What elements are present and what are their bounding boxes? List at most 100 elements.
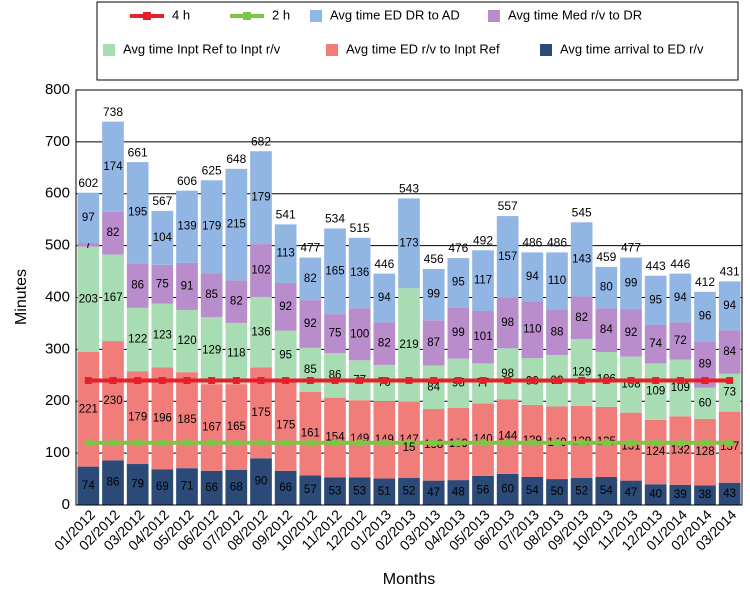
legend-label: Avg time arrival to ED r/v [560,41,704,56]
line-marker [701,439,709,447]
line-marker [306,439,314,447]
value-label: 219 [399,339,418,351]
total-label: 545 [572,205,592,219]
value-label: 53 [329,485,342,497]
value-label: 94 [378,292,391,304]
value-label: 74 [82,480,95,492]
value-label: 104 [153,232,173,244]
line-marker [553,377,561,384]
y-tick-label: 800 [45,81,70,98]
bar-segment [299,475,322,505]
bar-segment [644,419,667,485]
total-label: 446 [374,257,394,271]
bar-segment [102,121,124,212]
line-marker [158,377,166,384]
x-axis-title: Months [383,571,435,588]
value-label: 50 [551,486,564,498]
line-marker [652,377,660,384]
value-label: 72 [674,335,687,347]
bar-segment [620,412,642,481]
bar-segment [225,384,248,470]
bar-segment [694,291,716,342]
value-label: 175 [276,419,295,431]
line-marker [479,377,487,384]
value-label: 84 [600,324,613,336]
value-label: 230 [103,395,122,407]
value-label: 100 [350,328,369,340]
value-label: 47 [427,487,440,499]
total-label: 446 [670,257,690,271]
bar-segment [496,348,519,400]
bar-segment [151,210,174,265]
bar-segment [496,473,519,505]
total-label: 567 [152,194,172,208]
bar-segment [620,480,642,505]
value-label: 69 [156,481,169,493]
line-marker [602,377,610,384]
bar-segment [176,190,198,263]
bar-segment [669,484,692,505]
bar-segment [644,324,667,364]
value-label: 54 [526,485,539,497]
value-label: 132 [671,445,690,457]
bar-segment [299,257,322,301]
line-marker [405,439,413,447]
value-label: 86 [131,280,144,292]
legend-swatch [310,10,322,22]
line-marker [380,439,388,447]
bar-segment [496,216,519,298]
value-label: 185 [177,414,196,426]
value-label: 165 [325,265,344,277]
value-label: 87 [427,337,440,349]
value-label: 96 [699,311,712,323]
bar-segment [447,307,470,359]
value-label: 154 [325,432,345,444]
bar-segment [644,484,667,505]
line-marker [726,377,734,384]
bar-segment [595,476,618,505]
line-marker [430,377,438,384]
value-label: 98 [501,317,514,329]
value-label: 82 [304,273,317,285]
bar-segment [595,308,618,352]
value-label: 173 [399,237,418,249]
bar-segment [570,339,593,406]
line-marker [504,439,512,447]
value-label: 179 [202,221,221,233]
value-label: 167 [103,292,122,304]
line-marker [183,439,191,447]
total-label: 543 [399,182,419,196]
bar-segment [102,341,124,461]
value-label: 47 [625,487,638,499]
legend-label: Avg time ED r/v to Inpt Ref [346,41,500,56]
value-label: 52 [403,486,416,498]
bar-segment [250,458,272,505]
line-marker [627,377,635,384]
value-label: 48 [452,487,465,499]
line-marker [380,377,388,384]
total-label: 602 [78,176,98,190]
line-marker [84,377,92,384]
y-tick-label: 100 [45,444,70,461]
value-label: 143 [572,253,591,265]
value-label: 88 [551,326,564,338]
bar-segment [348,237,371,309]
value-label: 123 [153,330,172,342]
bar-segment [718,373,741,412]
value-label: 139 [177,221,196,233]
bar-segment [521,252,544,302]
bar-segment [669,416,692,485]
annotation: 15 [403,442,416,454]
bar-segment [496,399,519,474]
value-label: 165 [227,421,246,433]
bar-segment [274,470,297,505]
value-label: 129 [202,345,221,357]
value-label: 99 [625,277,638,289]
legend-swatch [326,44,338,56]
value-label: 73 [723,387,736,399]
bar-segment [620,308,642,357]
bar-segment [250,367,272,459]
value-label: 80 [600,282,613,294]
total-label: 738 [103,105,123,119]
bar-segment [102,254,124,342]
